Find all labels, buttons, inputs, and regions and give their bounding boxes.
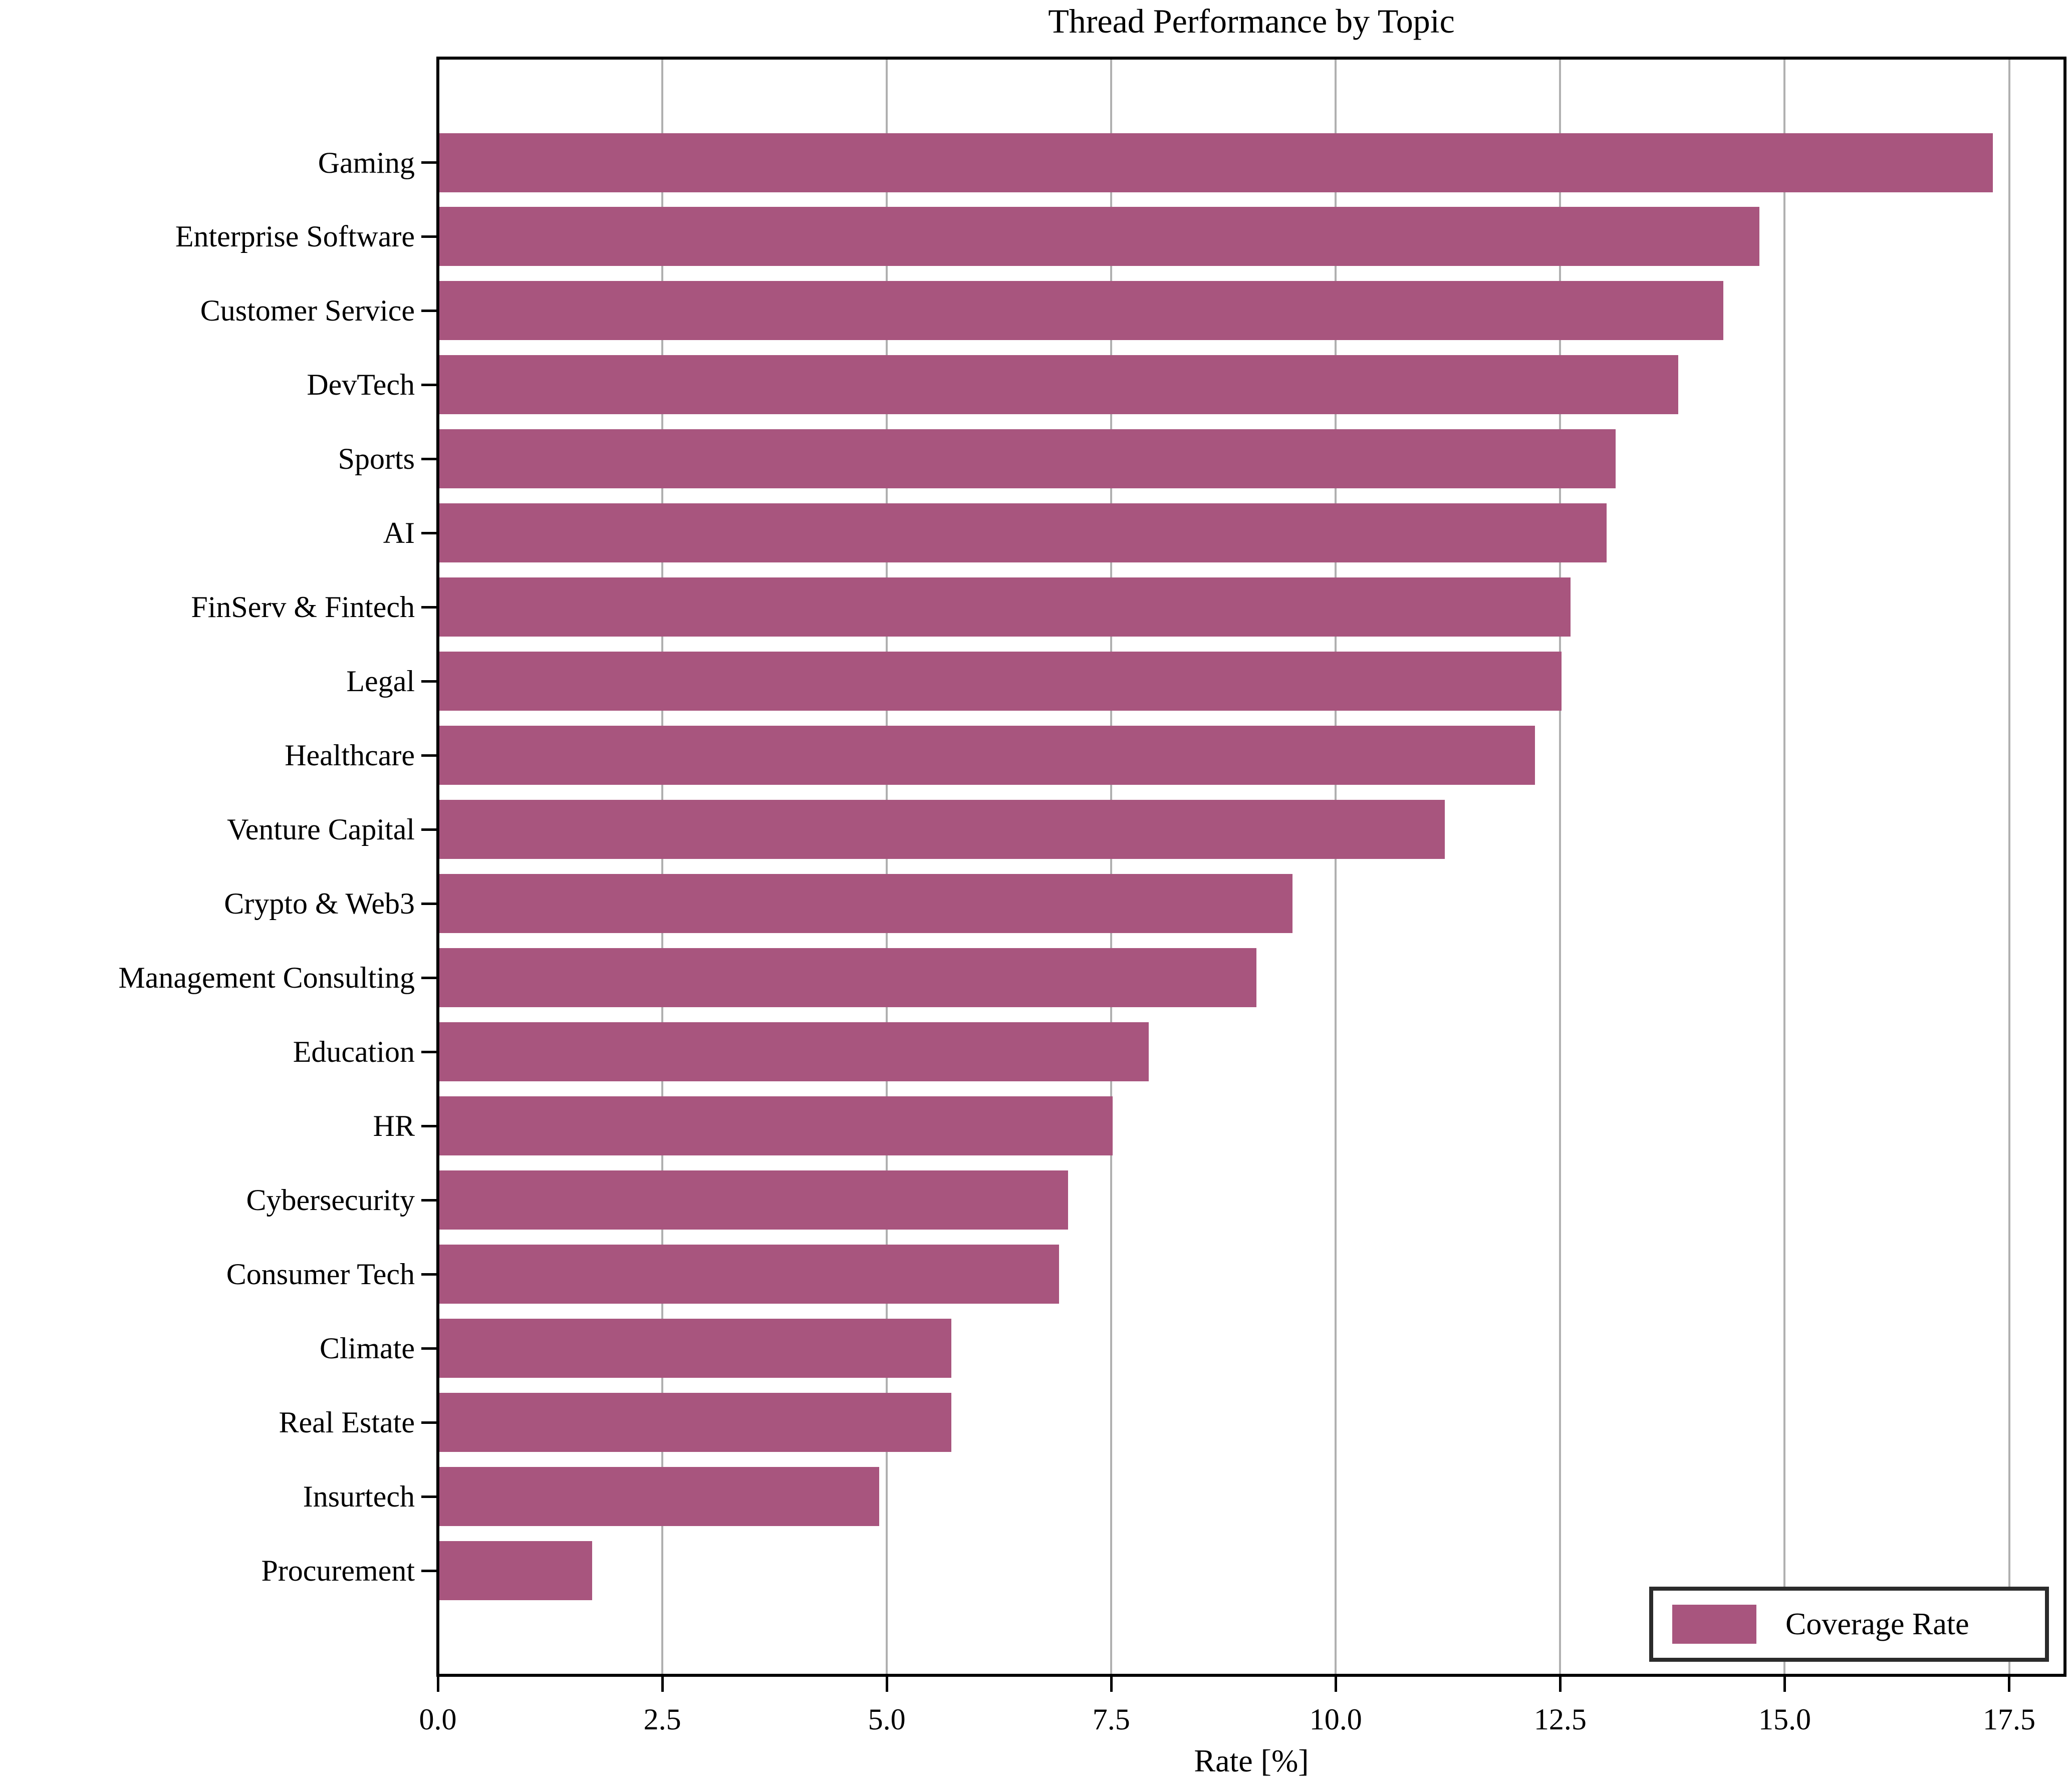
y-tick-mark	[421, 309, 436, 312]
bar	[439, 1541, 592, 1601]
gridline	[1559, 60, 1562, 1674]
bar	[439, 1245, 1059, 1304]
y-tick-label: Customer Service	[200, 294, 415, 328]
x-tick-label: 15.0	[1758, 1703, 1811, 1736]
y-tick-label: Sports	[338, 442, 415, 476]
y-tick-label: DevTech	[307, 368, 415, 402]
bar	[439, 1393, 951, 1452]
y-tick-label: Legal	[346, 665, 415, 698]
gridline	[1335, 60, 1337, 1674]
bar	[439, 1319, 951, 1378]
bar	[439, 652, 1562, 711]
bar	[439, 726, 1535, 785]
y-tick-label: Cybersecurity	[246, 1183, 415, 1217]
y-tick-label: Real Estate	[279, 1406, 415, 1439]
y-tick-mark	[421, 606, 436, 609]
x-tick-label: 0.0	[419, 1703, 457, 1736]
x-tick-label: 5.0	[868, 1703, 906, 1736]
y-tick-label: Procurement	[261, 1554, 415, 1588]
bar	[439, 207, 1759, 266]
gridline	[1783, 60, 1786, 1674]
y-tick-label: Insurtech	[303, 1480, 415, 1514]
bar	[439, 1022, 1149, 1082]
gridline	[1110, 60, 1113, 1674]
y-tick-mark	[421, 531, 436, 534]
gridline	[886, 60, 888, 1674]
y-tick-label: Management Consulting	[118, 961, 415, 995]
bar	[439, 800, 1445, 859]
bar	[439, 1170, 1068, 1230]
y-tick-mark	[421, 161, 436, 164]
x-tick-mark	[436, 1677, 439, 1692]
y-tick-mark	[421, 235, 436, 238]
x-tick-label: 17.5	[1983, 1703, 2036, 1736]
y-tick-label: FinServ & Fintech	[191, 590, 415, 624]
chart-title: Thread Performance by Topic	[1048, 2, 1455, 40]
y-tick-mark	[421, 457, 436, 460]
bar	[439, 874, 1292, 934]
y-tick-mark	[421, 680, 436, 683]
bar	[439, 281, 1723, 341]
bar	[439, 503, 1607, 563]
x-tick-mark	[661, 1677, 664, 1692]
gridline	[2008, 60, 2010, 1674]
legend-swatch-icon	[1672, 1605, 1756, 1644]
y-tick-mark	[421, 828, 436, 831]
x-axis-label: Rate [%]	[1194, 1743, 1309, 1778]
y-tick-mark	[421, 1199, 436, 1202]
gridline	[661, 60, 664, 1674]
x-tick-mark	[885, 1677, 888, 1692]
y-tick-mark	[421, 1421, 436, 1424]
legend: Coverage Rate	[1649, 1587, 2049, 1662]
y-tick-label: Consumer Tech	[226, 1258, 415, 1291]
x-tick-mark	[1110, 1677, 1113, 1692]
y-tick-label: Gaming	[318, 146, 415, 179]
legend-label: Coverage Rate	[1785, 1607, 1969, 1641]
y-tick-label: Climate	[320, 1332, 415, 1365]
y-tick-label: Enterprise Software	[175, 220, 415, 253]
bar	[439, 133, 1993, 192]
y-tick-label: Venture Capital	[227, 813, 415, 846]
x-tick-mark	[1334, 1677, 1337, 1692]
y-tick-mark	[421, 1050, 436, 1053]
y-tick-mark	[421, 1569, 436, 1572]
y-tick-mark	[421, 1347, 436, 1350]
x-tick-mark	[1783, 1677, 1786, 1692]
bar	[439, 948, 1256, 1008]
x-tick-label: 2.5	[643, 1703, 681, 1736]
bar	[439, 355, 1679, 415]
y-tick-mark	[421, 1495, 436, 1498]
bar	[439, 429, 1616, 489]
y-tick-mark	[421, 1273, 436, 1276]
bar	[439, 1096, 1113, 1156]
x-tick-label: 7.5	[1092, 1703, 1130, 1736]
x-tick-label: 10.0	[1309, 1703, 1362, 1736]
y-tick-mark	[421, 1124, 436, 1127]
y-tick-mark	[421, 902, 436, 905]
x-tick-mark	[1559, 1677, 1562, 1692]
y-tick-mark	[421, 976, 436, 979]
y-tick-label: Crypto & Web3	[224, 887, 415, 921]
bar	[439, 1467, 880, 1527]
bar	[439, 577, 1571, 637]
y-tick-label: HR	[373, 1109, 415, 1143]
y-tick-label: AI	[383, 516, 415, 550]
y-tick-mark	[421, 754, 436, 757]
y-tick-label: Education	[293, 1035, 415, 1069]
x-tick-label: 12.5	[1533, 1703, 1587, 1736]
x-tick-mark	[2008, 1677, 2011, 1692]
y-tick-label: Healthcare	[285, 739, 415, 772]
y-tick-mark	[421, 383, 436, 386]
